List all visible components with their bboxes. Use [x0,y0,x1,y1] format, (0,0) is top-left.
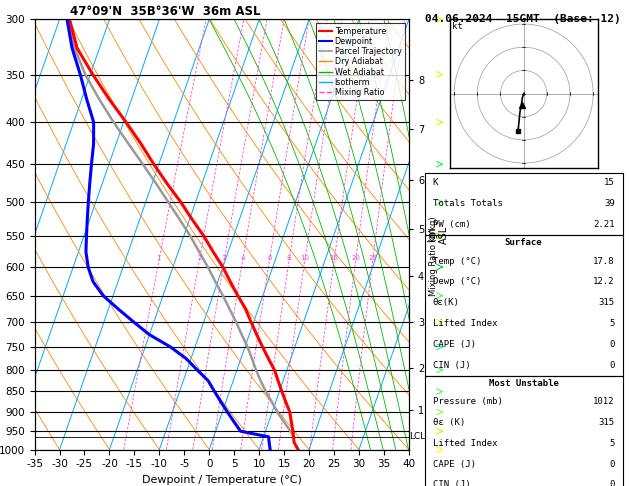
X-axis label: Dewpoint / Temperature (°C): Dewpoint / Temperature (°C) [142,475,302,485]
Legend: Temperature, Dewpoint, Parcel Trajectory, Dry Adiabat, Wet Adiabat, Isotherm, Mi: Temperature, Dewpoint, Parcel Trajectory… [316,23,405,100]
Text: kt: kt [452,22,462,31]
Text: CIN (J): CIN (J) [433,480,470,486]
Text: 8: 8 [287,255,291,261]
Bar [425,173,623,235]
Text: 39: 39 [604,199,615,208]
Text: CIN (J): CIN (J) [433,361,470,370]
Text: 17.8: 17.8 [593,257,615,265]
Text: 0: 0 [610,480,615,486]
Text: Dewp (°C): Dewp (°C) [433,278,481,286]
Text: 25: 25 [369,255,377,261]
Text: 2: 2 [197,255,201,261]
Text: 0: 0 [610,340,615,349]
Text: 0: 0 [610,460,615,469]
Text: 2.21: 2.21 [593,220,615,229]
Text: Totals Totals: Totals Totals [433,199,503,208]
Text: 4: 4 [240,255,245,261]
Text: Lifted Index: Lifted Index [433,439,497,448]
Text: Most Unstable: Most Unstable [489,379,559,388]
Text: 1: 1 [157,255,161,261]
Y-axis label: km
ASL: km ASL [427,226,448,243]
Text: 0: 0 [610,361,615,370]
Text: 315: 315 [599,298,615,307]
Text: 1012: 1012 [593,397,615,406]
Text: θε(K): θε(K) [433,298,459,307]
Text: K: K [433,178,438,188]
Text: 04.06.2024  15GMT  (Base: 12): 04.06.2024 15GMT (Base: 12) [425,14,620,24]
Text: 20: 20 [351,255,360,261]
Bar [425,376,623,486]
Text: Surface: Surface [505,238,542,247]
Text: LCL: LCL [409,433,425,441]
Text: CAPE (J): CAPE (J) [433,460,476,469]
Text: PW (cm): PW (cm) [433,220,470,229]
Text: Mixing Ratio (g/kg): Mixing Ratio (g/kg) [429,216,438,296]
Bar [425,235,623,376]
Text: 6: 6 [267,255,272,261]
Text: Temp (°C): Temp (°C) [433,257,481,265]
Text: Lifted Index: Lifted Index [433,319,497,328]
Text: 15: 15 [604,178,615,188]
Text: 3: 3 [222,255,226,261]
Text: Pressure (mb): Pressure (mb) [433,397,503,406]
Text: θε (K): θε (K) [433,418,465,427]
Text: 15: 15 [330,255,338,261]
Text: 5: 5 [610,319,615,328]
Text: CAPE (J): CAPE (J) [433,340,476,349]
Text: 5: 5 [610,439,615,448]
Text: 315: 315 [599,418,615,427]
Title: 47°09'N  35B°36'W  36m ASL: 47°09'N 35B°36'W 36m ASL [70,5,261,18]
Text: 10: 10 [300,255,309,261]
Text: 12.2: 12.2 [593,278,615,286]
